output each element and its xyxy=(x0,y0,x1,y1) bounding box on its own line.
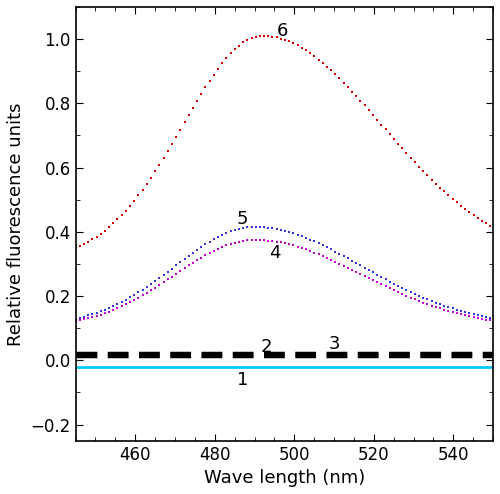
X-axis label: Wave length (nm): Wave length (nm) xyxy=(204,469,365,487)
Text: 1: 1 xyxy=(237,370,248,389)
Y-axis label: Relative fluorescence units: Relative fluorescence units xyxy=(7,102,25,345)
Text: 3: 3 xyxy=(328,334,340,353)
Text: 2: 2 xyxy=(260,338,272,356)
Text: 6: 6 xyxy=(276,22,288,40)
Text: 5: 5 xyxy=(237,210,248,228)
Text: 4: 4 xyxy=(268,244,280,262)
